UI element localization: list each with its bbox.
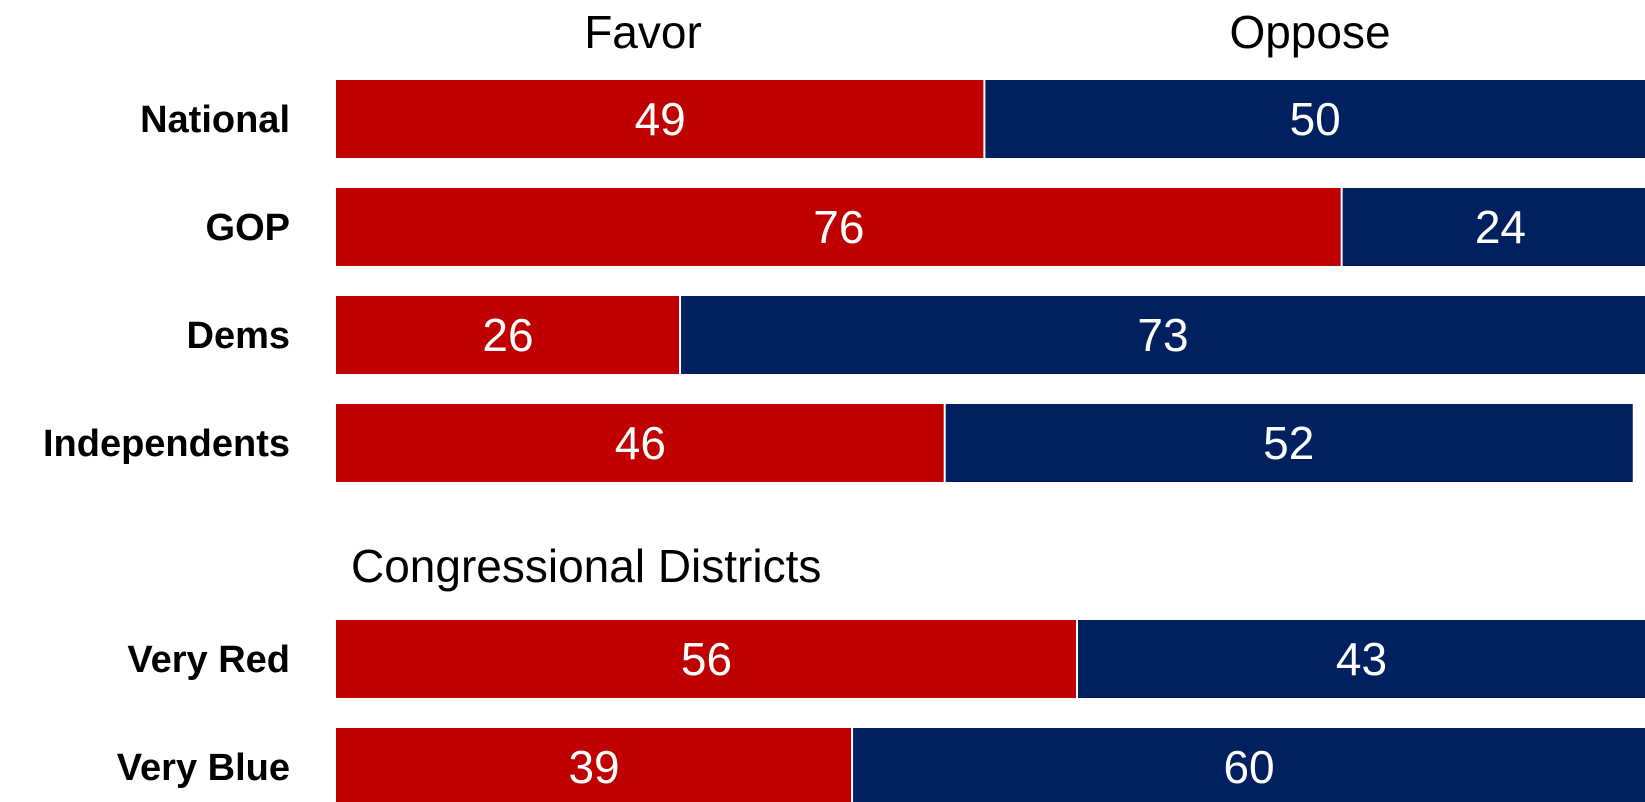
bar-favor-very-red xyxy=(336,620,1078,698)
section-label: Congressional Districts xyxy=(351,540,821,592)
row-label-gop: GOP xyxy=(206,207,290,249)
value-label-oppose-independents: 52 xyxy=(1263,417,1314,469)
bar-oppose-very-blue xyxy=(852,728,1645,802)
bar-oppose-very-red xyxy=(1077,620,1645,698)
value-label-favor-national: 49 xyxy=(635,93,686,145)
value-label-oppose-gop: 24 xyxy=(1475,201,1526,253)
value-label-oppose-national: 50 xyxy=(1290,93,1341,145)
row-label-very-blue: Very Blue xyxy=(117,747,290,789)
value-label-favor-very-red: 56 xyxy=(681,633,732,685)
value-label-oppose-very-blue: 60 xyxy=(1223,741,1274,793)
bar-favor-gop xyxy=(336,188,1342,266)
bar-oppose-independents xyxy=(944,404,1633,482)
bar-favor-independents xyxy=(336,404,945,482)
value-label-favor-dems: 26 xyxy=(482,309,533,361)
bar-oppose-gop xyxy=(1341,188,1645,266)
value-label-favor-very-blue: 39 xyxy=(568,741,619,793)
value-label-favor-independents: 46 xyxy=(615,417,666,469)
oppose-header: Oppose xyxy=(1229,6,1390,58)
bars-group: National 49 50 GOP 76 24 Dems 26 73 Independents 4… xyxy=(43,80,1645,802)
bar-oppose-dems xyxy=(680,296,1645,374)
value-label-oppose-dems: 73 xyxy=(1137,309,1188,361)
value-label-favor-gop: 76 xyxy=(813,201,864,253)
row-label-very-red: Very Red xyxy=(127,639,290,681)
row-label-dems: Dems xyxy=(187,315,291,357)
bar-favor-dems xyxy=(336,296,681,374)
bar-favor-national xyxy=(336,80,985,158)
favor-header: Favor xyxy=(584,6,702,58)
bar-oppose-national xyxy=(984,80,1645,158)
row-label-independents: Independents xyxy=(43,423,290,465)
value-label-oppose-very-red: 43 xyxy=(1336,633,1387,685)
bar-favor-very-blue xyxy=(336,728,853,802)
row-label-national: National xyxy=(140,99,290,141)
